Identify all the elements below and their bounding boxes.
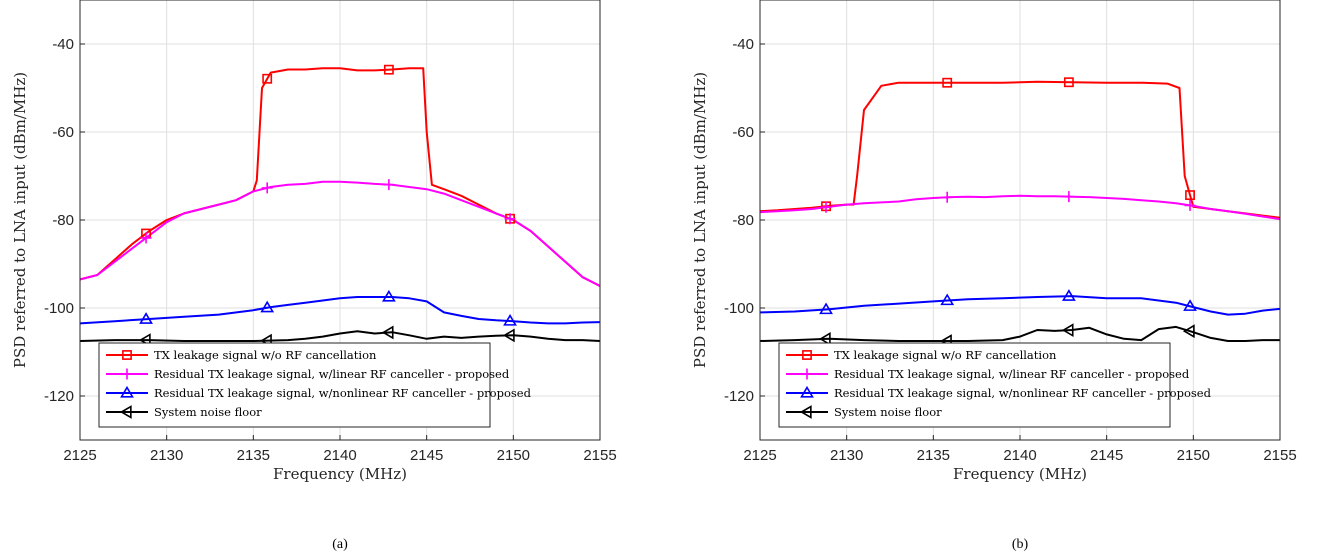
- triangle-left-marker: [818, 332, 831, 346]
- square-marker: [383, 64, 394, 75]
- triangle-up-marker: [1183, 299, 1197, 311]
- series-line-4: [760, 325, 1280, 342]
- y-tick-label: -100: [44, 300, 74, 317]
- panel-caption: (b): [1012, 537, 1029, 552]
- plus-marker: [140, 232, 152, 244]
- y-tick-label: -80: [732, 212, 754, 229]
- x-tick-label: 2150: [1177, 447, 1210, 464]
- x-tick-label: 2150: [497, 447, 530, 464]
- plus-marker: [1063, 191, 1075, 203]
- y-tick-label: -60: [732, 124, 754, 141]
- y-tick-label: -40: [52, 36, 74, 53]
- legend-label: System noise floor: [154, 405, 262, 419]
- triangle-up-marker: [120, 385, 134, 398]
- triangle-left-marker: [1182, 324, 1195, 339]
- chart-panel-b: 2125 2130 2135 2140 2145 2150 2155 -40 -60 -80 -10…: [691, 0, 1297, 552]
- x-tick-label: 2135: [237, 447, 270, 464]
- legend: TX leakage signal w/o RF cancellation Res…: [98, 342, 532, 428]
- square-marker: [262, 73, 273, 84]
- series-line-3: [80, 296, 600, 325]
- panel-caption: (a): [332, 537, 348, 552]
- triangle-left-marker: [381, 325, 394, 340]
- x-tick-label: 2140: [323, 447, 356, 464]
- square-marker: [802, 350, 812, 360]
- triangle-left-marker: [502, 328, 515, 343]
- triangle-up-marker: [503, 313, 517, 326]
- triangle-up-marker: [1061, 289, 1076, 301]
- legend-box: [778, 342, 1171, 428]
- legend-label: System noise floor: [834, 405, 942, 419]
- y-axis-label: PSD referred to LNA input (dBm/MHz): [11, 72, 29, 368]
- plus-marker: [820, 201, 832, 213]
- x-tick-label: 2140: [1003, 447, 1036, 464]
- x-tick-label: 2145: [1090, 447, 1123, 464]
- x-tick-label: 2130: [830, 447, 863, 464]
- chart-panel-a: 2125 2130 2135 2140 2145 2150 2155 -40 -60 -80 -10…: [11, 0, 617, 552]
- y-tick-label: -100: [724, 300, 754, 317]
- triangle-up-marker: [800, 385, 814, 398]
- x-tick-label: 2125: [63, 447, 96, 464]
- y-tick-label: -60: [52, 124, 74, 141]
- triangle-left-marker: [1061, 323, 1074, 338]
- plus-marker: [941, 191, 953, 203]
- square-marker: [1185, 190, 1195, 201]
- x-tick-label: 2145: [410, 447, 443, 464]
- x-axis-label: Frequency (MHz): [273, 465, 407, 483]
- triangle-up-marker: [381, 289, 396, 302]
- x-tick-label: 2130: [150, 447, 183, 464]
- plus-marker: [383, 179, 395, 191]
- legend: TX leakage signal w/o RF cancellation Res…: [778, 342, 1212, 428]
- triangle-up-marker: [139, 312, 153, 324]
- square-marker: [1063, 77, 1074, 88]
- plus-marker: [121, 368, 133, 380]
- triangle-up-marker: [260, 300, 275, 313]
- legend-label: Residual TX leakage signal, w/linear RF …: [834, 367, 1190, 381]
- y-tick-label: -120: [44, 388, 74, 405]
- y-tick-label: -40: [732, 36, 754, 53]
- y-tick-label: -80: [52, 212, 74, 229]
- series-line-2: [80, 180, 600, 287]
- square-marker: [122, 350, 132, 360]
- triangle-up-marker: [940, 293, 955, 306]
- legend-label: TX leakage signal w/o RF cancellation: [834, 348, 1057, 362]
- x-tick-label: 2155: [583, 447, 616, 464]
- legend-label: TX leakage signal w/o RF cancellation: [154, 348, 377, 362]
- x-axis-label: Frequency (MHz): [953, 465, 1087, 483]
- y-axis-label: PSD referred to LNA input (dBm/MHz): [691, 72, 709, 368]
- y-tick-label: -120: [724, 388, 754, 405]
- triangle-left-marker: [119, 405, 132, 419]
- x-tick-label: 2155: [1263, 447, 1296, 464]
- plus-marker: [1184, 199, 1196, 211]
- square-marker: [942, 77, 953, 88]
- legend-label: Residual TX leakage signal, w/nonlinear …: [834, 386, 1212, 400]
- plus-marker: [261, 182, 273, 194]
- triangle-left-marker: [799, 405, 812, 419]
- legend-box: [98, 342, 491, 428]
- x-tick-label: 2125: [743, 447, 776, 464]
- legend-label: Residual TX leakage signal, w/nonlinear …: [154, 386, 532, 400]
- triangle-up-marker: [819, 302, 833, 315]
- plus-marker: [801, 368, 813, 380]
- legend-label: Residual TX leakage signal, w/linear RF …: [154, 367, 510, 381]
- plus-marker: [504, 213, 516, 225]
- x-tick-label: 2135: [917, 447, 950, 464]
